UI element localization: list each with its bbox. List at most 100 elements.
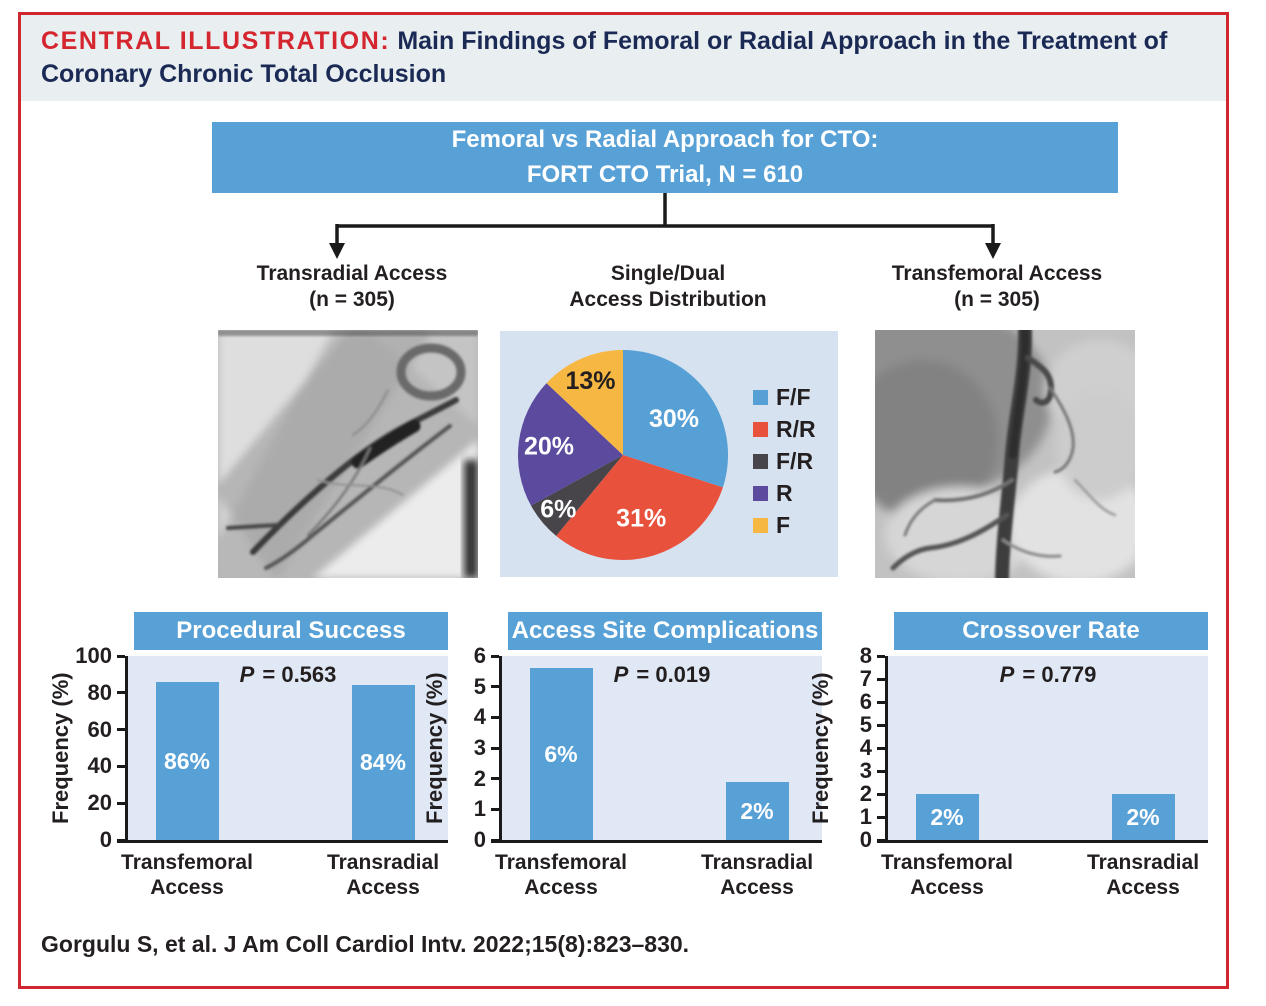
y-tick-label: 6 [859, 689, 872, 714]
citation: Gorgulu S, et al. J Am Coll Cardiol Intv… [41, 931, 690, 957]
bar-value-label: 2% [1126, 803, 1160, 830]
y-tick-label: 4 [859, 735, 872, 760]
x-category-label: Transradial Access [298, 850, 468, 900]
trial-box-line2: FORT CTO Trial, N = 610 [526, 160, 804, 188]
legend-swatch-icon [753, 421, 768, 437]
legend-item-F-F: F/F [753, 384, 816, 410]
transradial-access-line2: (n = 305) [309, 288, 395, 312]
p-value-symbol: P [239, 662, 255, 687]
bar-value-label: 2% [740, 797, 774, 824]
y-tick-label: 7 [859, 666, 872, 691]
pie-slice-value-label: 13% [565, 367, 615, 395]
y-tick-mark [877, 769, 885, 773]
y-tick-label: 80 [87, 679, 112, 705]
bar-chart-crossover-rate: Crossover Rate Frequency (%) P = 0.779 2% 2%… [808, 612, 1208, 912]
y-tick-label: 1 [859, 804, 872, 829]
transfemoral-access-label: Transfemoral Access (n = 305) [847, 261, 1147, 314]
y-tick-mark [491, 746, 499, 750]
y-tick-label: 0 [473, 827, 486, 852]
p-value: P = 0.019 [613, 662, 711, 687]
x-category-line: Access [1106, 876, 1180, 900]
bar-transfemoral: 2% [915, 794, 979, 840]
access-distribution-label: Single/Dual Access Distribution [518, 261, 818, 314]
y-tick-mark [877, 700, 885, 704]
pie-chart: 30% 31% 6% 20% 13% [518, 350, 729, 560]
p-value: P = 0.779 [999, 662, 1097, 687]
y-tick-label: 20 [87, 790, 112, 816]
y-tick-label: 3 [859, 758, 872, 783]
y-tick-label: 4 [473, 704, 486, 730]
pie-slice-value-label: 20% [524, 433, 574, 461]
y-tick-label: 0 [859, 827, 872, 852]
y-tick-label: 8 [859, 643, 872, 668]
chart-title: Access Site Complications [508, 612, 822, 650]
bar-value-label: 6% [544, 740, 578, 767]
y-tick-mark [877, 746, 885, 750]
y-tick-label: 0 [99, 827, 112, 852]
legend-label: F/R [776, 448, 814, 474]
x-category-line: Access [150, 876, 224, 900]
y-tick-mark [491, 654, 499, 658]
x-category-label: Transradial Access [672, 850, 842, 900]
pie-legend: F/F R/R F/R R F [753, 384, 816, 537]
y-tick-mark [877, 792, 885, 796]
x-category-line: Transfemoral [121, 851, 253, 874]
bar-value-label: 86% [163, 747, 211, 774]
figure-frame: CENTRAL ILLUSTRATION: Main Findings of Fe… [18, 12, 1229, 989]
legend-label: F/F [776, 384, 811, 410]
y-tick-mark [117, 764, 125, 768]
y-tick-mark [877, 838, 885, 842]
figure-title-text: Main Findings of Femoral or Radial Appro… [41, 27, 1168, 88]
legend-item-F: F [753, 514, 816, 537]
pie-slice-value-label: 6% [540, 496, 576, 524]
access-distribution-panel: 30% 31% 6% 20% 13% F/F R/R F/R R F [500, 331, 838, 577]
x-category-line: Access [720, 876, 794, 900]
y-axis [499, 656, 502, 843]
radial-angiogram-image [218, 330, 478, 578]
x-category-line: Transfemoral [881, 851, 1013, 874]
x-category-line: Access [910, 876, 984, 900]
legend-label: R/R [776, 416, 816, 442]
title-band: CENTRAL ILLUSTRATION: Main Findings of Fe… [21, 15, 1226, 101]
y-tick-label: 5 [859, 712, 872, 737]
figure-canvas: CENTRAL ILLUSTRATION: Main Findings of Fe… [21, 15, 1226, 986]
down-arrow-left-icon [329, 243, 345, 259]
bar-chart-procedural-success: Procedural Success Frequency (%) P = 0.563… [48, 612, 448, 912]
x-category-line: Transfemoral [495, 851, 627, 874]
legend-item-F-R: F/R [753, 448, 816, 474]
x-category-label: Transfemoral Access [102, 850, 272, 900]
y-tick-label: 2 [473, 765, 486, 791]
x-category-label: Transfemoral Access [862, 850, 1032, 900]
y-tick-label: 6 [473, 643, 486, 668]
y-tick-mark [117, 728, 125, 732]
access-distribution-line2: Access Distribution [569, 288, 767, 312]
p-value-symbol: P [999, 662, 1015, 687]
y-tick-mark [877, 723, 885, 727]
legend-swatch-icon [753, 517, 768, 533]
x-category-label: Transfemoral Access [476, 850, 646, 900]
y-tick-label: 1 [473, 796, 486, 822]
femoral-angiogram-image [875, 330, 1135, 578]
y-tick-mark [117, 838, 125, 842]
x-axis [117, 840, 448, 843]
y-tick-label: 2 [859, 781, 872, 806]
legend-label: R [776, 480, 793, 506]
bar-value-label: 2% [930, 803, 964, 830]
y-tick-label: 5 [473, 673, 486, 699]
bar-transfemoral: 86% [155, 682, 219, 840]
x-category-line: Transradial [700, 851, 814, 874]
x-category-label: Transradial Access [1058, 850, 1228, 900]
y-tick-label: 100 [75, 643, 112, 668]
bar-transradial: 2% [1111, 794, 1175, 840]
bar-chart-access-site-complications: Access Site Complications Frequency (%) P … [422, 612, 822, 912]
trial-box: Femoral vs Radial Approach for CTO: FORT… [212, 122, 1118, 193]
y-tick-mark [491, 807, 499, 811]
y-tick-mark [491, 838, 499, 842]
plot-area: P = 0.563 86% 84% [128, 656, 448, 840]
legend-swatch-icon [753, 389, 768, 405]
x-category-line: Transradial [326, 851, 440, 874]
legend-swatch-icon [753, 485, 768, 501]
x-axis [491, 840, 822, 843]
y-tick-mark [877, 654, 885, 658]
central-illustration-label: CENTRAL ILLUSTRATION: [41, 27, 391, 55]
